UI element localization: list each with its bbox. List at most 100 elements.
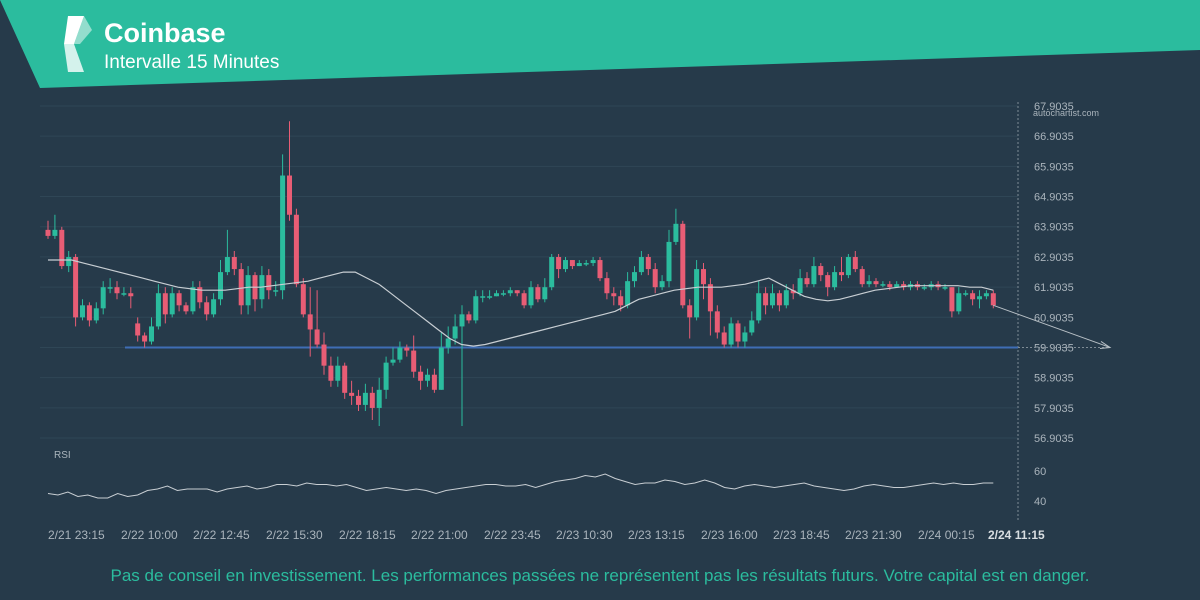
candle-body (128, 293, 134, 297)
price-tick-label: 63.9035 (1034, 222, 1074, 234)
candle-body (521, 293, 527, 306)
candle-body (666, 241, 672, 282)
price-tick-label: 64.9035 (1034, 192, 1074, 204)
price-tick-label: 57.9035 (1034, 403, 1074, 415)
candle-body (480, 296, 486, 298)
candle-body (659, 281, 665, 288)
candle-body (411, 350, 417, 372)
candle-body (162, 293, 168, 315)
price-tick-label: 62.9035 (1034, 252, 1074, 264)
candle-body (949, 287, 955, 312)
candle-body (956, 293, 962, 312)
candle-body (990, 293, 996, 306)
price-tick-label: 66.9035 (1034, 131, 1074, 143)
time-tick-label: 2/22 10:00 (121, 528, 178, 542)
candle-body (756, 293, 762, 321)
candle-body (155, 293, 161, 327)
candle-body (473, 296, 479, 321)
candle-body (528, 287, 534, 306)
time-tick-label: 2/23 10:30 (556, 528, 613, 542)
price-tick-label: 67.9035 (1034, 101, 1074, 113)
candle-body (707, 284, 713, 312)
candle-body (825, 275, 831, 288)
candle-body (728, 323, 734, 345)
time-tick-label: 2/24 11:15 (988, 528, 1045, 542)
rsi-line (47, 473, 994, 499)
candle-body (611, 293, 617, 297)
candle-body (776, 293, 782, 306)
candle-body (535, 287, 541, 300)
candle-body (197, 287, 203, 303)
candle-body (135, 323, 141, 336)
time-tick-label: 2/22 21:00 (411, 528, 468, 542)
candle-body (804, 278, 810, 285)
candle-body (149, 326, 154, 342)
candle-body (52, 229, 58, 236)
price-tick-label: 65.9035 (1034, 161, 1074, 173)
candle-body (45, 229, 51, 236)
candle-body (307, 314, 313, 330)
moving-average (48, 259, 994, 347)
candle-body (652, 269, 658, 288)
price-tick-label: 61.9035 (1034, 282, 1074, 294)
candle-body (238, 269, 244, 306)
candle-body (735, 323, 741, 342)
candle-body (942, 287, 948, 289)
candle-body (425, 374, 430, 381)
candle-body (349, 392, 355, 396)
candle-body (694, 269, 700, 318)
candle-body (604, 278, 610, 294)
candle-body (142, 335, 148, 342)
candle-body (280, 175, 286, 291)
candle-body (576, 263, 582, 267)
forecast-arrow (993, 304, 1111, 348)
candle-body (431, 374, 437, 390)
candle-body (107, 287, 113, 289)
disclaimer: Pas de conseil en investissement. Les pe… (110, 566, 1090, 585)
price-tick-label: 60.9035 (1034, 312, 1074, 324)
candle-body (383, 362, 389, 390)
candle-body (390, 359, 396, 363)
rsi-tick-label: 60 (1034, 466, 1046, 478)
candle-body (970, 293, 976, 300)
rsi-label: RSI (54, 450, 71, 461)
candle-body (335, 365, 341, 381)
candle-body (287, 175, 292, 215)
watermark: autochartist.com (1033, 108, 1099, 118)
price-tick-label: 59.9035 (1034, 342, 1074, 354)
candle-body (487, 296, 493, 298)
candle-body (894, 284, 900, 288)
candle-body (632, 272, 637, 282)
candle-body (369, 392, 375, 408)
candle-body (901, 284, 907, 288)
time-tick-label: 2/22 15:30 (266, 528, 323, 542)
candle-body (618, 296, 624, 306)
price-tick-label: 58.9035 (1034, 373, 1074, 385)
rsi-panel: RSI 60 40 (47, 450, 1046, 508)
candle-body (790, 290, 796, 294)
candle-body (507, 290, 513, 294)
candle-body (880, 284, 886, 286)
candle-body (687, 305, 693, 318)
time-tick-label: 2/22 23:45 (484, 528, 541, 542)
candle-body (839, 272, 844, 276)
logo-icon (64, 16, 92, 72)
candle-body (418, 371, 424, 381)
candle-body (80, 305, 85, 318)
candle-body (701, 269, 706, 285)
candle-body (770, 293, 775, 306)
candle-body (514, 290, 520, 294)
interval-subtitle: Intervalle 15 Minutes (104, 52, 280, 73)
candle-body (859, 269, 865, 285)
candle-body (742, 332, 748, 342)
candle-body (887, 284, 893, 288)
candle-body (231, 257, 237, 270)
candle-body (569, 260, 575, 267)
candle-body (121, 293, 127, 295)
candle-body (763, 293, 769, 306)
candle-body (169, 293, 175, 315)
candle-body (314, 329, 320, 345)
candle-body (721, 332, 727, 345)
candle-body (583, 263, 589, 265)
